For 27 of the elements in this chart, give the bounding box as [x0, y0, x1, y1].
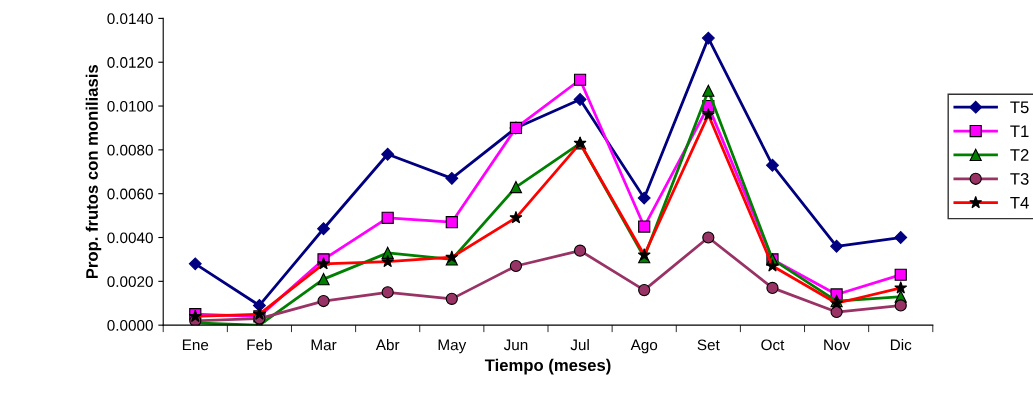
y-tick-label: 0.0140: [107, 13, 153, 25]
x-tick-label: Feb: [247, 339, 272, 351]
y-tick-label: 0.0040: [107, 232, 153, 244]
legend-label: T4: [1010, 197, 1029, 209]
x-tick-label: Nov: [824, 339, 851, 351]
y-tick-label: 0.0060: [107, 188, 153, 200]
x-tick-label: Ago: [630, 339, 658, 354]
x-tick-label: May: [438, 339, 467, 354]
y-tick-label: 0.0120: [107, 57, 153, 68]
legend-label: T1: [1010, 125, 1029, 137]
y-tick-label: 0.0000: [107, 320, 153, 331]
x-tick-label: Oct: [761, 339, 785, 351]
y-tick-label: 0.0100: [107, 100, 153, 112]
x-tick-label: Jun: [503, 339, 528, 351]
x-tick-label: Jul: [570, 339, 589, 351]
legend-label: T5: [1010, 101, 1029, 114]
x-tick-label: Dic: [890, 339, 912, 351]
x-tick-label: Set: [697, 339, 720, 351]
y-tick-label: 0.0020: [107, 276, 153, 288]
y-axis-title: Prop. frutos con moniliasis: [85, 65, 102, 279]
legend-label: T3: [1010, 172, 1029, 185]
legend-label: T2: [1010, 149, 1029, 161]
x-tick-label: Abr: [375, 339, 400, 351]
x-tick-label: Ene: [182, 339, 209, 351]
x-axis-title: Tiempo (meses): [484, 358, 611, 375]
y-tick-label: 0.0080: [107, 144, 153, 156]
x-tick-label: Mar: [311, 339, 337, 351]
